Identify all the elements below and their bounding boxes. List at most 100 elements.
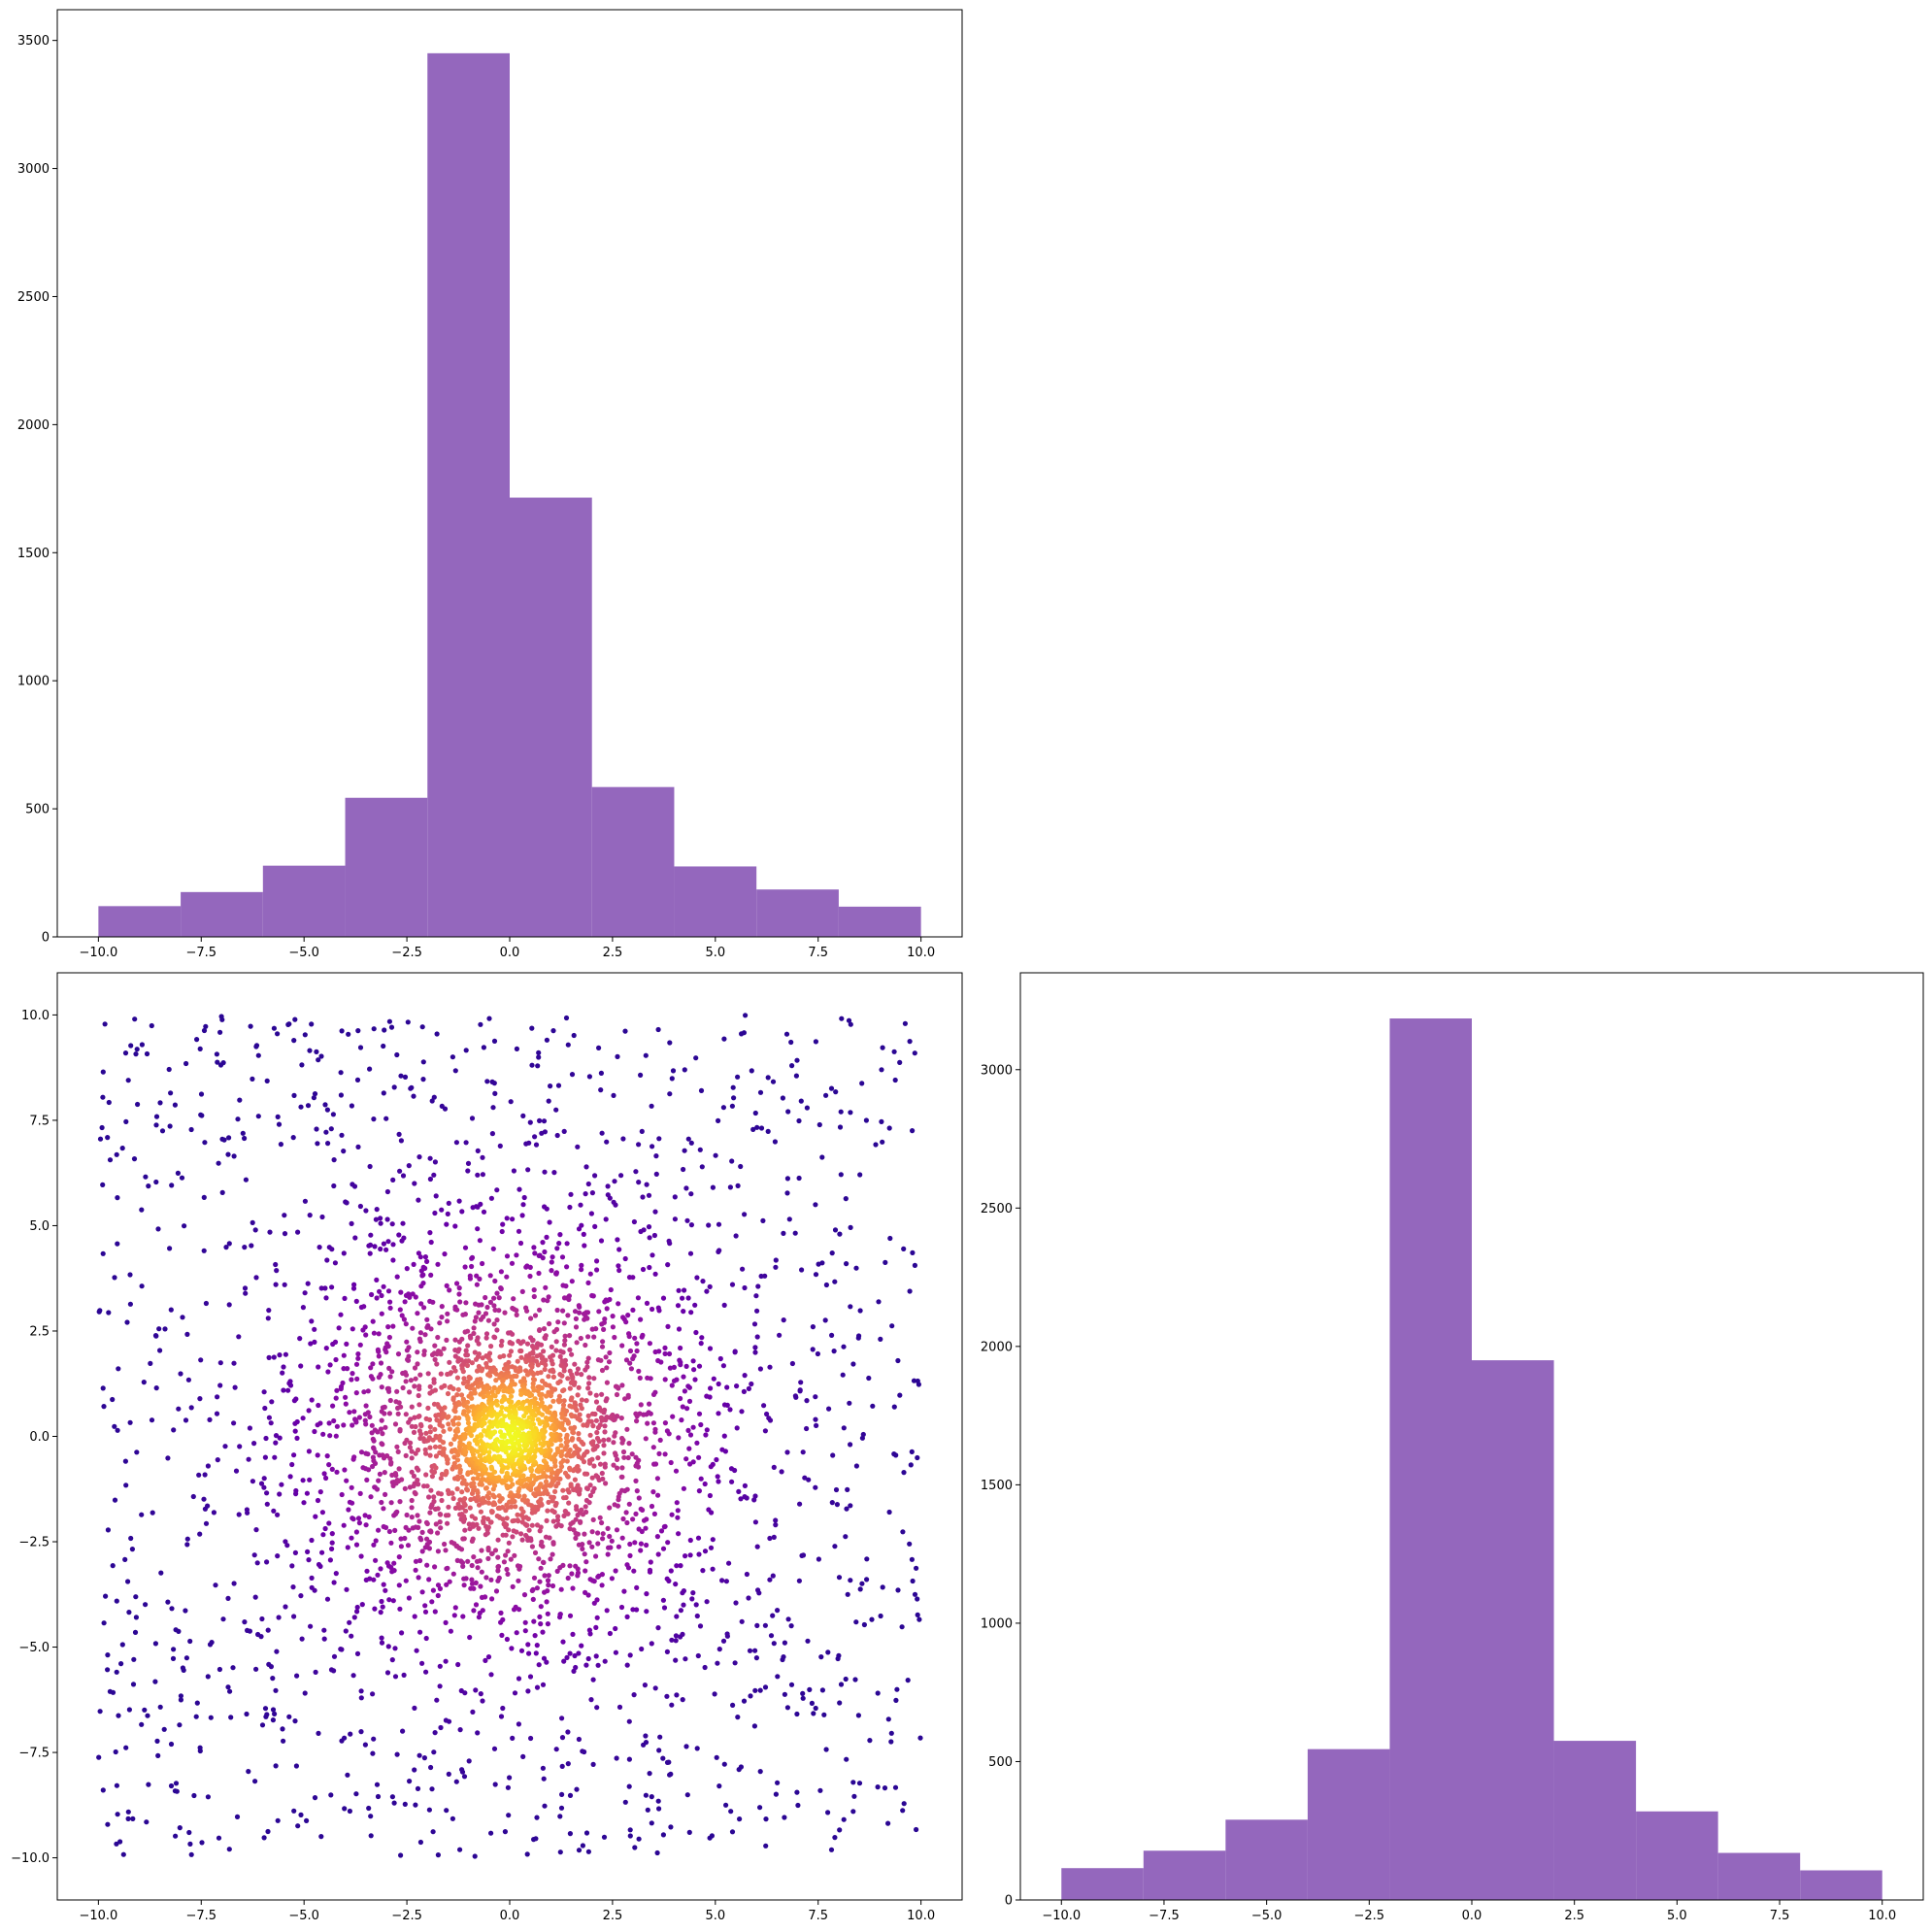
scatter-point [445, 1456, 450, 1462]
scatter-point [518, 1531, 524, 1537]
scatter-point [590, 1423, 596, 1429]
scatter-point [408, 1085, 414, 1091]
scatter-point [222, 1444, 228, 1449]
scatter-point [407, 1389, 413, 1395]
scatter-point [732, 1349, 738, 1355]
scatter-point [476, 1341, 482, 1347]
scatter-point [178, 1693, 183, 1699]
scatter-point [469, 1255, 475, 1261]
scatter-point [757, 1089, 764, 1095]
scatter-point [429, 1098, 435, 1104]
y-tick-label: 2.5 [29, 1324, 50, 1339]
scatter-point [486, 1449, 492, 1455]
scatter-point [767, 1364, 773, 1370]
scatter-point [758, 1273, 764, 1280]
scatter-point [374, 1277, 380, 1282]
scatter-point [674, 1563, 680, 1569]
scatter-point [833, 1486, 840, 1493]
scatter-point [675, 1303, 682, 1309]
scatter-point [450, 1490, 455, 1496]
scatter-point [655, 1026, 661, 1033]
scatter-point [139, 1042, 145, 1048]
scatter-point [334, 1423, 340, 1429]
scatter-point [370, 1691, 376, 1697]
scatter-point [398, 1138, 404, 1144]
scatter-point [534, 1684, 541, 1690]
scatter-point [469, 1514, 475, 1519]
scatter-point [411, 1473, 416, 1479]
scatter-point [508, 1099, 514, 1105]
scatter-point [407, 1445, 413, 1450]
scatter-point [298, 1104, 304, 1110]
scatter-point [518, 1423, 524, 1429]
scatter-point [112, 1423, 117, 1429]
scatter-point [341, 1250, 347, 1256]
scatter-point [784, 1176, 791, 1182]
scatter-point [636, 1526, 642, 1532]
scatter-point [491, 1321, 497, 1327]
scatter-point [219, 1016, 225, 1022]
scatter-point [468, 1469, 474, 1476]
scatter-point [271, 1508, 277, 1514]
scatter-point [752, 1648, 758, 1653]
scatter-point [423, 1450, 429, 1456]
scatter-point [474, 1521, 480, 1527]
scatter-point [283, 1604, 288, 1610]
scatter-point [333, 1571, 339, 1577]
scatter-point [698, 1421, 704, 1428]
scatter-point [358, 1688, 364, 1694]
scatter-point [568, 1521, 574, 1527]
scatter-point [463, 1508, 469, 1514]
scatter-point [139, 1283, 145, 1289]
scatter-point [320, 1431, 326, 1437]
scatter-point [243, 1177, 249, 1183]
scatter-point [217, 1382, 223, 1388]
scatter-point [248, 1023, 253, 1029]
scatter-point [473, 1356, 480, 1362]
scatter-point [602, 1658, 608, 1664]
scatter-point [897, 1059, 903, 1065]
scatter-point [178, 1697, 183, 1703]
scatter-point [103, 1593, 109, 1599]
scatter-point [607, 1505, 613, 1511]
scatter-point [482, 1420, 487, 1426]
scatter-point [458, 1392, 465, 1398]
scatter-point [692, 1377, 698, 1382]
scatter-point [409, 1449, 415, 1454]
scatter-point [371, 1577, 377, 1582]
scatter-point [502, 1310, 508, 1316]
scatter-point [384, 1452, 390, 1459]
scatter-point [157, 1100, 163, 1106]
scatter-point [132, 1016, 138, 1022]
scatter-point [598, 1087, 604, 1093]
scatter-point [173, 1833, 179, 1839]
scatter-point [585, 1413, 591, 1418]
histogram-bar [1717, 1852, 1801, 1900]
scatter-point [415, 1785, 421, 1791]
scatter-point [173, 1781, 180, 1786]
scatter-point [328, 1126, 334, 1132]
scatter-point [616, 1704, 623, 1710]
scatter-point [341, 1366, 347, 1372]
scatter-point [477, 1558, 483, 1564]
scatter-point [575, 1482, 581, 1488]
scatter-point [413, 1558, 419, 1564]
scatter-point [915, 1596, 920, 1602]
scatter-point [831, 1349, 837, 1354]
scatter-point [632, 1845, 638, 1850]
scatter-point [844, 1506, 849, 1512]
scatter-point [786, 1216, 792, 1222]
scatter-point [879, 1067, 884, 1073]
scatter-point [130, 1682, 137, 1687]
scatter-point [773, 1257, 779, 1263]
scatter-point [417, 1557, 423, 1564]
scatter-point [426, 1577, 432, 1582]
scatter-point [551, 1170, 557, 1176]
scatter-point [105, 1135, 111, 1141]
scatter-point [506, 1330, 512, 1336]
scatter-point [597, 1515, 603, 1520]
scatter-point [432, 1609, 438, 1615]
scatter-point [184, 1542, 190, 1548]
scatter-point [433, 1465, 439, 1471]
scatter-point [253, 1666, 259, 1672]
